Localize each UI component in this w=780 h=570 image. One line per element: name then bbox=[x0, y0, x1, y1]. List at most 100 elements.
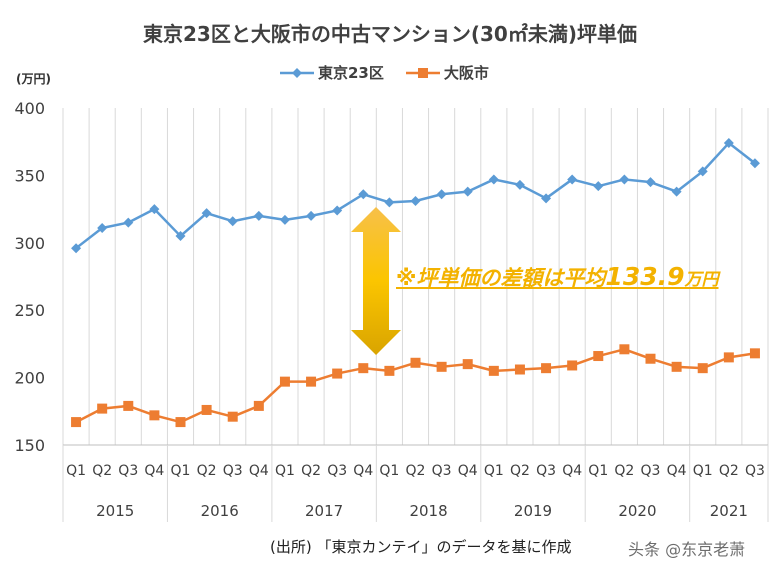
data-point-tokyo bbox=[436, 189, 447, 200]
y-tick-label: 150 bbox=[14, 436, 45, 455]
data-point-tokyo bbox=[97, 222, 108, 233]
x-tick-label: Q1 bbox=[484, 463, 504, 479]
legend-marker-square-icon bbox=[405, 67, 440, 78]
data-point-tokyo bbox=[71, 243, 82, 254]
y-tick-label: 250 bbox=[14, 301, 45, 320]
x-tick-label: Q4 bbox=[249, 463, 269, 479]
data-point-tokyo bbox=[227, 216, 238, 227]
data-point-osaka bbox=[541, 363, 552, 374]
year-label: 2015 bbox=[96, 502, 134, 520]
data-point-osaka bbox=[619, 344, 630, 355]
x-tick-label: Q4 bbox=[562, 463, 582, 479]
data-point-tokyo bbox=[619, 174, 630, 185]
data-point-osaka bbox=[332, 368, 343, 379]
data-point-tokyo bbox=[306, 210, 317, 221]
data-point-osaka bbox=[123, 400, 134, 411]
data-point-osaka bbox=[593, 351, 604, 362]
data-point-osaka bbox=[567, 360, 578, 371]
year-label: 2021 bbox=[710, 502, 748, 520]
annotation-unit: 万円 bbox=[684, 270, 719, 290]
data-point-tokyo bbox=[645, 177, 656, 188]
data-point-tokyo bbox=[462, 186, 473, 197]
data-point-osaka bbox=[749, 348, 760, 359]
data-point-tokyo bbox=[541, 193, 552, 204]
y-tick-label: 400 bbox=[14, 99, 45, 118]
chart-title: 東京23区と大阪市の中古マンション(30㎡未満)坪単価 bbox=[143, 22, 637, 46]
data-point-osaka bbox=[410, 357, 421, 368]
x-tick-label: Q1 bbox=[379, 463, 399, 479]
x-tick-label: Q2 bbox=[92, 463, 112, 479]
x-tick-label: Q2 bbox=[301, 463, 321, 479]
annotation-value: 133.9 bbox=[605, 262, 685, 291]
x-tick-label: Q3 bbox=[118, 463, 138, 479]
x-tick-label: Q3 bbox=[223, 463, 243, 479]
x-tick-label: Q2 bbox=[197, 463, 217, 479]
x-tick-label: Q3 bbox=[641, 463, 661, 479]
data-point-osaka bbox=[514, 364, 525, 375]
data-point-tokyo bbox=[149, 204, 160, 215]
x-tick-label: Q2 bbox=[719, 463, 739, 479]
data-point-tokyo bbox=[358, 189, 369, 200]
data-point-osaka bbox=[227, 411, 238, 422]
data-point-tokyo bbox=[253, 210, 264, 221]
data-point-tokyo bbox=[201, 208, 212, 219]
data-point-osaka bbox=[488, 365, 499, 376]
x-tick-label: Q2 bbox=[510, 463, 530, 479]
data-point-osaka bbox=[384, 365, 395, 376]
legend-label-tokyo: 東京23区 bbox=[318, 64, 384, 82]
series-line-tokyo bbox=[75, 141, 756, 250]
data-point-tokyo bbox=[567, 174, 578, 185]
y-tick-label: 300 bbox=[14, 234, 45, 253]
year-label: 2018 bbox=[409, 502, 447, 520]
x-tick-label: Q1 bbox=[693, 463, 713, 479]
x-tick-label: Q3 bbox=[536, 463, 556, 479]
data-point-osaka bbox=[723, 352, 734, 363]
x-tick-label: Q4 bbox=[353, 463, 373, 479]
data-point-osaka bbox=[97, 403, 108, 414]
data-point-tokyo bbox=[697, 166, 708, 177]
average-difference-annotation: ※坪単価の差額は平均133.9万円 bbox=[396, 262, 719, 292]
legend: 東京23区 大阪市 bbox=[280, 62, 489, 83]
data-point-osaka bbox=[175, 417, 186, 428]
difference-double-arrow-icon bbox=[351, 207, 401, 355]
data-point-tokyo bbox=[488, 174, 499, 185]
data-point-osaka bbox=[436, 361, 447, 372]
data-point-osaka bbox=[279, 376, 290, 387]
watermark: 头条 @东京老萧 bbox=[628, 540, 746, 559]
data-point-tokyo bbox=[123, 217, 134, 228]
x-tick-label: Q3 bbox=[327, 463, 347, 479]
x-tick-label: Q2 bbox=[614, 463, 634, 479]
data-point-osaka bbox=[306, 376, 317, 387]
data-point-tokyo bbox=[279, 214, 290, 225]
data-point-tokyo bbox=[332, 205, 343, 216]
data-point-osaka bbox=[358, 363, 369, 374]
y-tick-label: 200 bbox=[14, 369, 45, 388]
data-point-tokyo bbox=[410, 196, 421, 207]
x-tick-label: Q4 bbox=[144, 463, 164, 479]
x-tick-label: Q4 bbox=[667, 463, 687, 479]
data-point-tokyo bbox=[723, 138, 734, 149]
data-point-osaka bbox=[71, 417, 82, 428]
legend-item-tokyo: 東京23区 bbox=[280, 62, 384, 83]
data-point-osaka bbox=[697, 363, 708, 374]
year-label: 2016 bbox=[201, 502, 239, 520]
data-point-osaka bbox=[253, 400, 264, 411]
source-note: (出所) 「東京カンテイ」のデータを基に作成 bbox=[270, 538, 572, 556]
x-tick-label: Q3 bbox=[745, 463, 765, 479]
legend-marker-diamond-icon bbox=[280, 67, 314, 78]
data-point-tokyo bbox=[384, 197, 395, 208]
data-point-tokyo bbox=[175, 231, 186, 242]
x-tick-label: Q1 bbox=[171, 463, 191, 479]
year-label: 2017 bbox=[305, 502, 343, 520]
legend-item-osaka: 大阪市 bbox=[405, 62, 489, 83]
y-tick-label: 350 bbox=[14, 166, 45, 185]
data-point-tokyo bbox=[514, 179, 525, 190]
x-tick-label: Q4 bbox=[458, 463, 478, 479]
x-tick-label: Q2 bbox=[406, 463, 426, 479]
x-tick-label: Q3 bbox=[432, 463, 452, 479]
x-tick-label: Q1 bbox=[275, 463, 295, 479]
legend-label-osaka: 大阪市 bbox=[443, 64, 489, 82]
data-point-osaka bbox=[201, 404, 212, 415]
year-label: 2020 bbox=[618, 502, 656, 520]
